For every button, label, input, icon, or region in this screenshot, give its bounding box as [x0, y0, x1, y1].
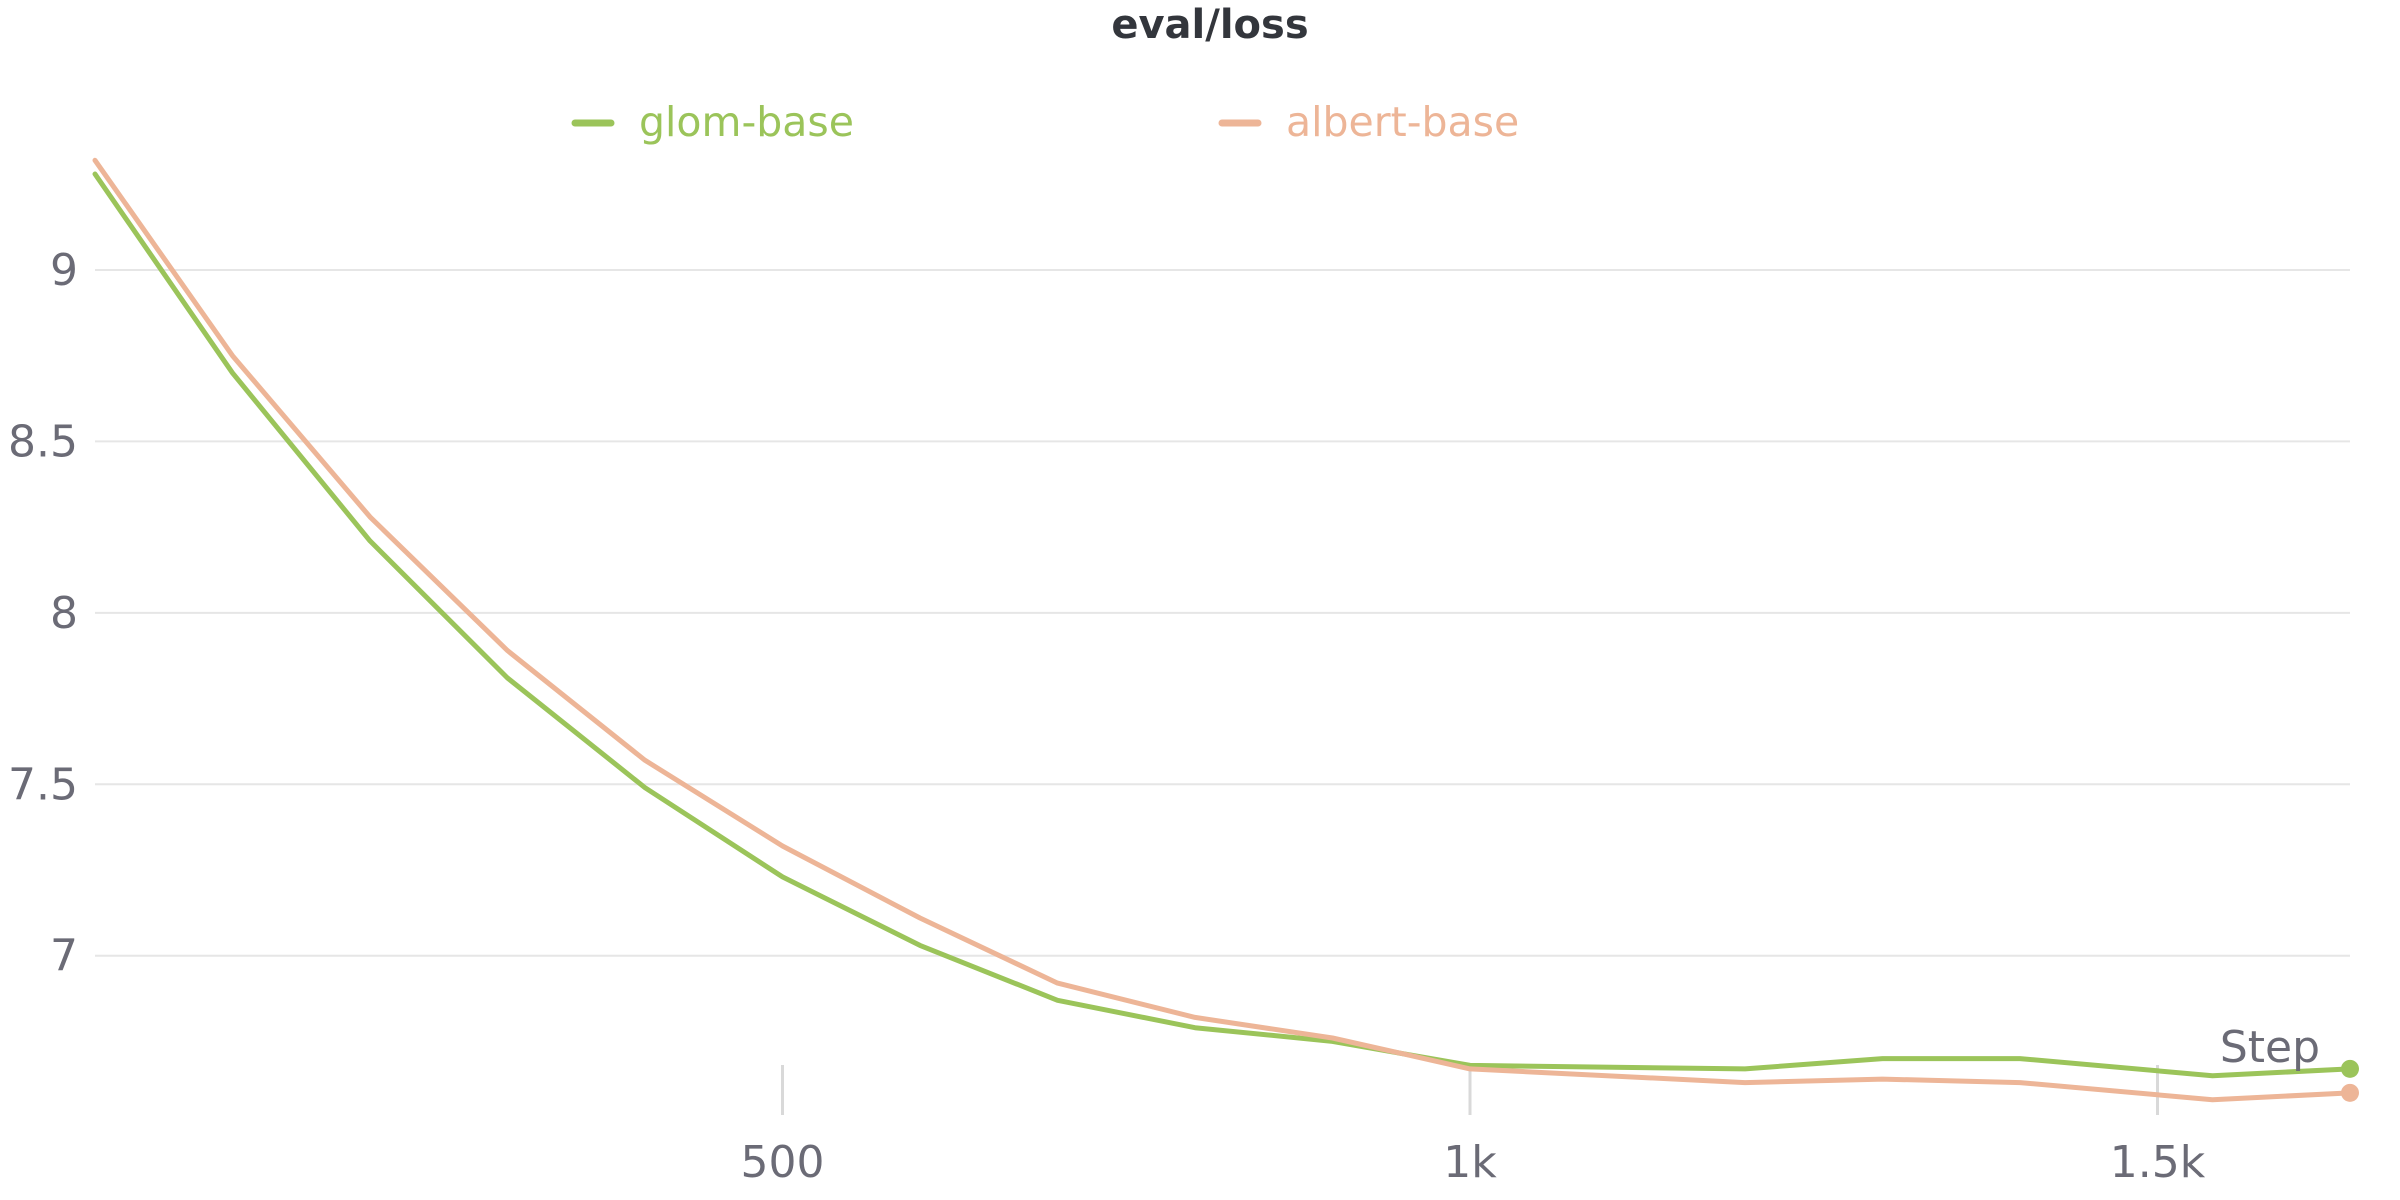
y-axis: 7 7.5 8 8.5 9: [8, 245, 78, 982]
legend: glom-base albert-base: [571, 98, 1519, 146]
series-line-glom-base: [92, 171, 2353, 1079]
legend-label-albert-base: albert-base: [1286, 98, 1519, 146]
grid-lines: [95, 269, 2350, 957]
legend-item-albert-base[interactable]: albert-base: [1218, 98, 1519, 146]
chart-title: eval/loss: [1111, 2, 1308, 48]
y-tick-label-7: 7: [50, 931, 78, 982]
y-tick-label-9: 9: [50, 245, 78, 296]
y-tick-label-7.5: 7.5: [8, 759, 78, 810]
series-line-albert-base: [92, 157, 2353, 1103]
series-end-point-albert-base: [2341, 1083, 2359, 1102]
legend-label-glom-base: glom-base: [639, 98, 854, 146]
x-tick-label-1.5k: 1.5k: [2110, 1137, 2206, 1188]
x-axis-title: Step: [2220, 1022, 2320, 1073]
y-tick-label-8: 8: [50, 588, 78, 639]
x-axis: 500 1k 1.5k: [741, 1065, 2206, 1188]
series-end-point-glom-base: [2341, 1059, 2359, 1078]
y-tick-label-8.5: 8.5: [8, 416, 78, 467]
x-tick-label-1k: 1k: [1443, 1137, 1497, 1188]
legend-item-glom-base[interactable]: glom-base: [571, 98, 854, 146]
series-layer: [92, 157, 2359, 1103]
x-tick-label-500: 500: [741, 1137, 825, 1188]
